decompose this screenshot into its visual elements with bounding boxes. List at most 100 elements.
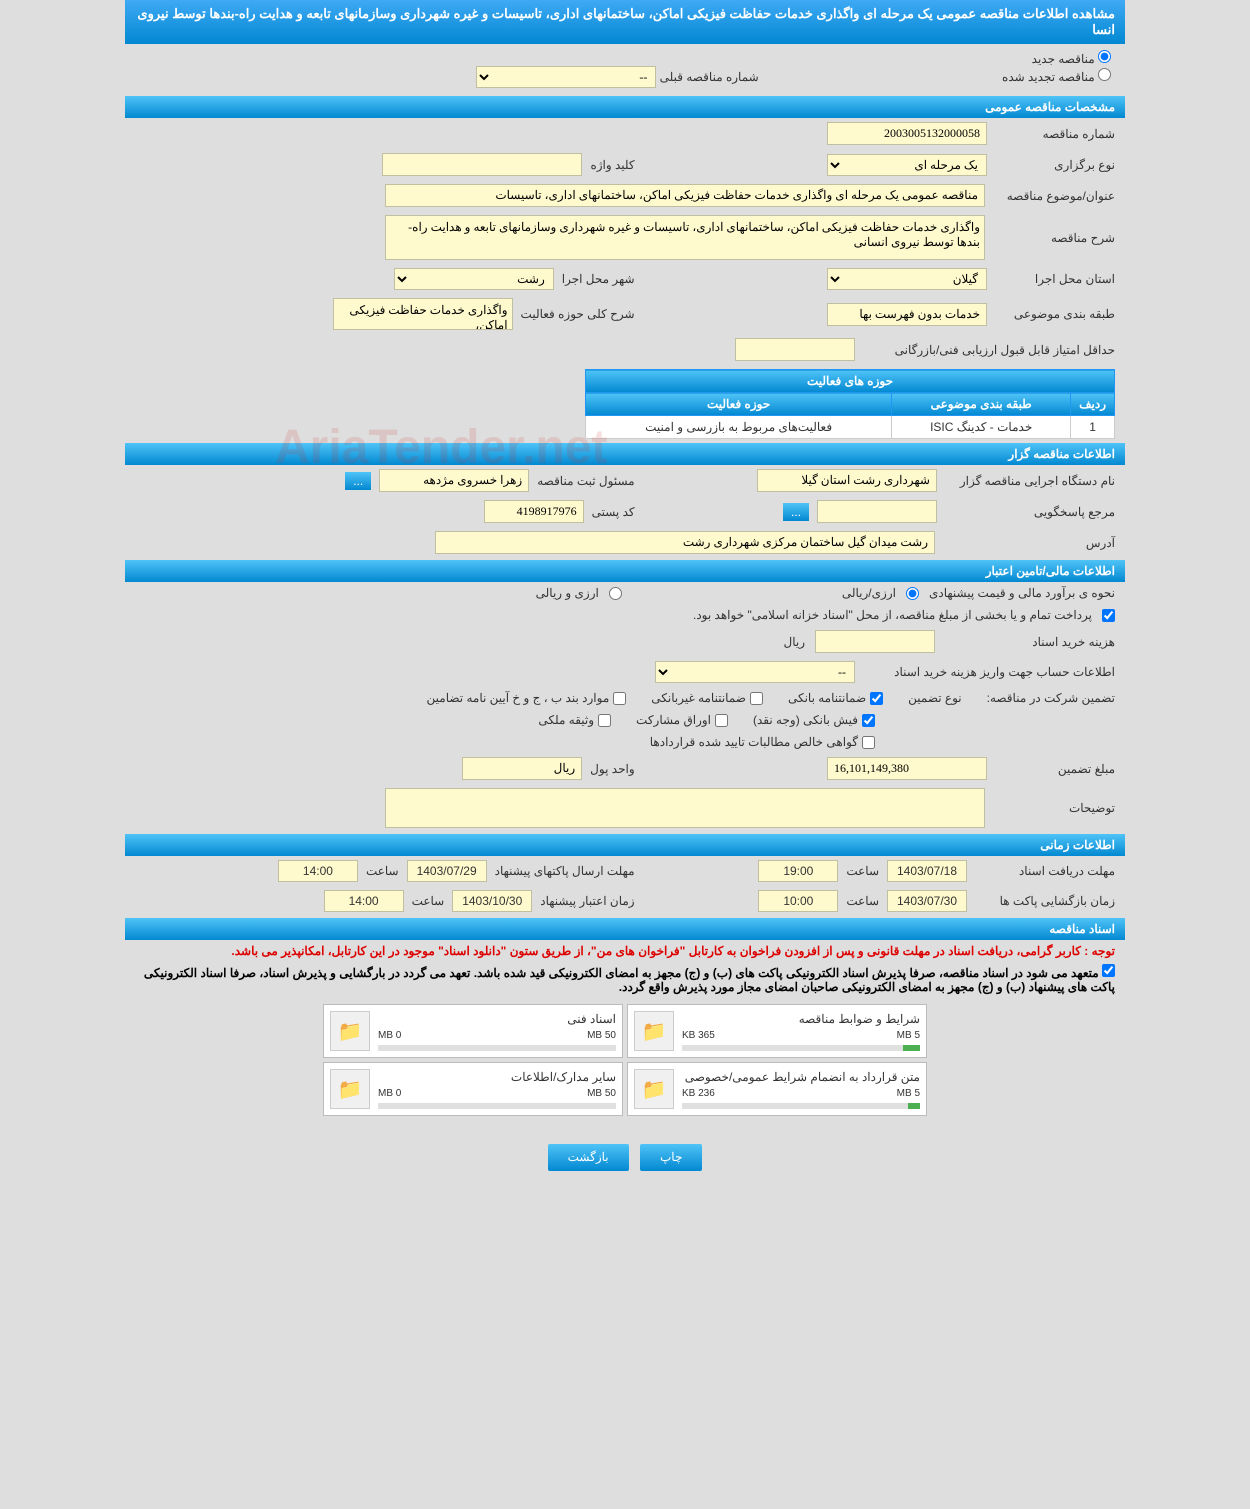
currency-unit-input[interactable] — [462, 757, 582, 780]
doc-cost-unit: ریال — [783, 635, 805, 649]
radio-new-label: مناقصه جدید — [1032, 52, 1095, 66]
col-area: حوزه فعالیت — [586, 393, 892, 416]
org-input[interactable] — [757, 469, 937, 492]
radio-new-tender[interactable] — [1098, 50, 1111, 63]
col-category: طبقه بندی موضوعی — [892, 393, 1071, 416]
registrar-input[interactable] — [379, 469, 529, 492]
doc-cost-label: هزینه خرید اسناد — [945, 635, 1115, 649]
doc2-title: اسناد فنی — [378, 1012, 616, 1026]
radio-rial[interactable] — [906, 587, 919, 600]
subject-input[interactable] — [385, 184, 985, 207]
send-time: 14:00 — [278, 860, 358, 882]
receive-date: 1403/07/18 — [887, 860, 967, 882]
validity-date: 1403/10/30 — [452, 890, 532, 912]
section-docs: اسناد مناقصه — [125, 918, 1125, 940]
validity-time-label: ساعت — [412, 894, 445, 908]
open-label: زمان بازگشایی پاکت ها — [975, 894, 1115, 908]
page-title: مشاهده اطلاعات مناقصه عمومی یک مرحله ای … — [125, 0, 1125, 44]
section-financial: اطلاعات مالی/تامین اعتبار — [125, 560, 1125, 582]
table-row: 1 خدمات - کدینگ ISIC فعالیت‌های مربوط به… — [586, 416, 1115, 439]
notes-textarea[interactable] — [385, 788, 985, 828]
address-label: آدرس — [945, 536, 1115, 550]
cb-certificate[interactable] — [862, 736, 875, 749]
radio-renewed-tender[interactable] — [1098, 68, 1111, 81]
currency-unit-label: واحد پول — [590, 762, 634, 776]
guarantee-label: تضمین شرکت در مناقصه: — [987, 691, 1115, 705]
city-select[interactable]: رشت — [394, 268, 554, 290]
tender-number-input[interactable] — [827, 122, 987, 145]
validity-label: زمان اعتبار پیشنهاد — [540, 894, 634, 908]
back-button[interactable]: بازگشت — [548, 1144, 629, 1171]
doc-card-other[interactable]: سایر مدارک/اطلاعات 50 MB 0 MB 📁 — [323, 1062, 623, 1116]
send-date: 1403/07/29 — [407, 860, 487, 882]
account-label: اطلاعات حساب جهت واریز هزینه خرید اسناد — [865, 665, 1115, 679]
desc-label: شرح مناقصه — [995, 231, 1115, 245]
doc-card-conditions[interactable]: شرایط و ضوابط مناقصه 5 MB 365 KB 📁 — [627, 1004, 927, 1058]
keyword-label: کلید واژه — [590, 158, 634, 172]
cb-property[interactable] — [598, 714, 611, 727]
cb-securities[interactable] — [715, 714, 728, 727]
docs-commitment-cb[interactable] — [1102, 964, 1115, 977]
category-label: طبقه بندی موضوعی — [995, 307, 1115, 321]
activity-desc-textarea[interactable]: واگذاری خدمات حفاظت فیزیکی اماکن، — [333, 298, 513, 330]
org-label: نام دستگاه اجرایی مناقصه گزار — [945, 474, 1115, 488]
postal-input[interactable] — [484, 500, 584, 523]
receive-label: مهلت دریافت اسناد — [975, 864, 1115, 878]
desc-textarea[interactable]: واگذاری خدمات حفاظت فیزیکی اماکن، ساختما… — [385, 215, 985, 260]
validity-time: 14:00 — [324, 890, 404, 912]
activity-table-title: حوزه های فعالیت — [586, 370, 1115, 393]
subject-label: عنوان/موضوع مناقصه — [995, 189, 1115, 203]
doc-cost-input[interactable] — [815, 630, 935, 653]
cb-items[interactable] — [613, 692, 626, 705]
category-input[interactable] — [827, 303, 987, 326]
folder-icon: 📁 — [634, 1069, 674, 1109]
open-date: 1403/07/30 — [887, 890, 967, 912]
doc4-title: سایر مدارک/اطلاعات — [378, 1070, 616, 1084]
section-organizer: اطلاعات مناقصه گزار — [125, 443, 1125, 465]
doc3-title: متن قرارداد به انضمام شرایط عمومی/خصوصی — [682, 1070, 920, 1084]
cb-cash[interactable] — [862, 714, 875, 727]
doc-card-technical[interactable]: اسناد فنی 50 MB 0 MB 📁 — [323, 1004, 623, 1058]
keyword-input[interactable] — [382, 153, 582, 176]
guarantee-type-label: نوع تضمین — [908, 691, 961, 705]
registrar-btn[interactable]: ... — [345, 472, 371, 490]
city-label: شهر محل اجرا — [562, 272, 635, 286]
doc-card-contract[interactable]: متن قرارداد به انضمام شرایط عمومی/خصوصی … — [627, 1062, 927, 1116]
currency-label: ارزی و ریالی — [536, 586, 599, 600]
min-score-input[interactable] — [735, 338, 855, 361]
send-label: مهلت ارسال پاکتهای پیشنهاد — [495, 864, 635, 878]
response-input[interactable] — [817, 500, 937, 523]
address-input[interactable] — [435, 531, 935, 554]
activity-table: حوزه های فعالیت ردیف طبقه بندی موضوعی حو… — [585, 369, 1115, 439]
section-general: مشخصات مناقصه عمومی — [125, 96, 1125, 118]
province-select[interactable]: گیلان — [827, 268, 987, 290]
cb-nonbank[interactable] — [750, 692, 763, 705]
response-btn[interactable]: ... — [783, 503, 809, 521]
doc1-title: شرایط و ضوابط مناقصه — [682, 1012, 920, 1026]
postal-label: کد پستی — [592, 505, 635, 519]
print-button[interactable]: چاپ — [640, 1144, 702, 1171]
folder-icon: 📁 — [634, 1011, 674, 1051]
notes-label: توضیحات — [995, 801, 1115, 815]
receive-time: 19:00 — [758, 860, 838, 882]
cb-bank[interactable] — [870, 692, 883, 705]
folder-icon: 📁 — [330, 1069, 370, 1109]
estimate-label: نحوه ی برآورد مالی و قیمت پیشنهادی — [929, 586, 1115, 600]
guarantee-amount-input[interactable] — [827, 757, 987, 780]
receive-time-label: ساعت — [846, 864, 879, 878]
type-select[interactable]: یک مرحله ای — [827, 154, 987, 176]
response-label: مرجع پاسخگویی — [945, 505, 1115, 519]
docs-note2: متعهد می شود در اسناد مناقصه، صرفا پذیرش… — [144, 966, 1115, 994]
folder-icon: 📁 — [330, 1011, 370, 1051]
radio-renewed-label: مناقصه تجدید شده — [1002, 70, 1095, 84]
type-label: نوع برگزاری — [995, 158, 1115, 172]
prev-number-select[interactable]: -- — [476, 66, 656, 88]
payment-checkbox[interactable] — [1102, 609, 1115, 622]
activity-desc-label: شرح کلی حوزه فعالیت — [521, 307, 635, 321]
open-time: 10:00 — [758, 890, 838, 912]
account-select[interactable]: -- — [655, 661, 855, 683]
open-time-label: ساعت — [846, 894, 879, 908]
rial-label: ارزی/ریالی — [842, 586, 896, 600]
radio-currency[interactable] — [609, 587, 622, 600]
guarantee-amount-label: مبلغ تضمین — [995, 762, 1115, 776]
